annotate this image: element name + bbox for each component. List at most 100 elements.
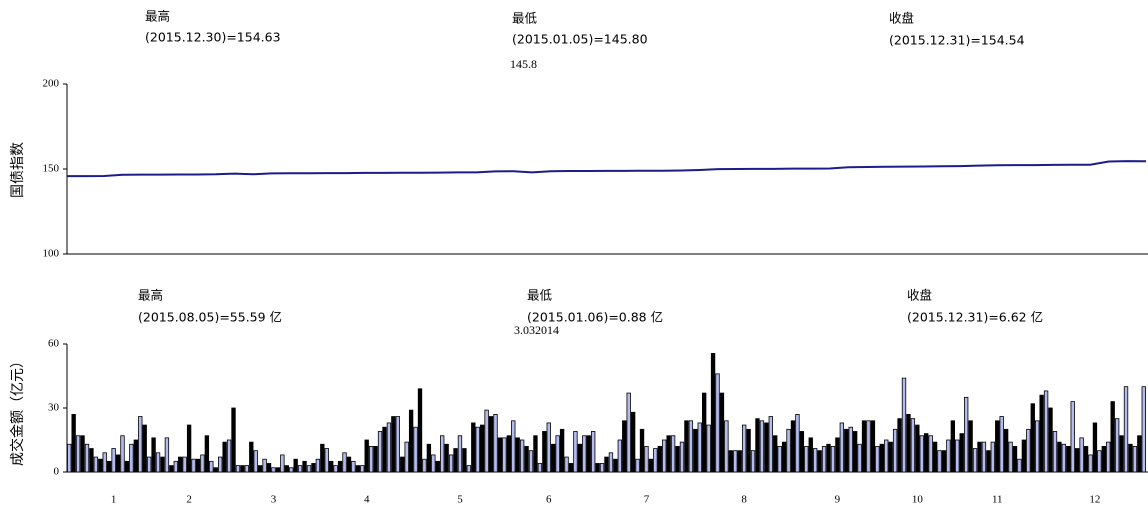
bar xyxy=(622,420,627,473)
bar xyxy=(986,450,991,473)
bar xyxy=(395,416,400,473)
bar xyxy=(89,448,94,473)
bar xyxy=(559,428,565,473)
bar xyxy=(1026,428,1031,473)
bar xyxy=(542,431,547,473)
bar xyxy=(599,463,605,473)
bar xyxy=(368,445,374,473)
bar xyxy=(1128,443,1133,473)
bar xyxy=(724,420,729,473)
bar xyxy=(253,450,258,473)
bar xyxy=(493,413,498,473)
y-tick-label: 30 xyxy=(48,402,60,414)
bar xyxy=(684,420,689,473)
bar xyxy=(586,435,591,473)
bar xyxy=(160,456,165,473)
bar xyxy=(440,435,445,473)
bar xyxy=(360,465,365,473)
bar xyxy=(475,426,480,473)
bar xyxy=(306,465,312,473)
bar xyxy=(537,463,543,473)
bar xyxy=(626,392,631,473)
bar xyxy=(1061,443,1067,473)
bar xyxy=(515,437,520,473)
bar xyxy=(266,463,272,473)
bar xyxy=(346,456,352,473)
bar xyxy=(670,435,676,473)
bar xyxy=(577,443,583,473)
bar xyxy=(351,460,356,473)
annotation: 最高 xyxy=(138,288,163,303)
bar xyxy=(107,460,112,473)
bar xyxy=(728,450,734,473)
bar xyxy=(1066,445,1071,473)
bar xyxy=(1092,422,1098,473)
bar xyxy=(799,431,805,473)
bar xyxy=(884,439,889,473)
annotation: 收盘 xyxy=(907,288,932,303)
bar xyxy=(235,465,241,473)
bar xyxy=(80,435,85,473)
bar xyxy=(955,439,960,473)
bar xyxy=(102,452,107,473)
bar xyxy=(222,441,227,473)
bar xyxy=(182,456,187,473)
bar xyxy=(315,458,321,473)
bar xyxy=(604,456,609,473)
bar xyxy=(568,463,574,473)
bar xyxy=(1043,390,1049,473)
bar xyxy=(524,445,529,473)
bar xyxy=(1017,458,1022,473)
bar xyxy=(768,416,773,473)
bar xyxy=(1003,428,1009,473)
bar xyxy=(320,443,325,473)
annotation: (2015.08.05)=55.59 亿 xyxy=(138,310,282,325)
bar xyxy=(639,428,645,473)
annotation: (2015.01.06)=0.88 亿 xyxy=(527,310,663,325)
bar xyxy=(595,463,600,473)
x-tick-label: 3 xyxy=(271,494,277,506)
bar xyxy=(715,373,720,473)
bar xyxy=(990,441,995,473)
bar xyxy=(657,445,662,473)
bar xyxy=(497,437,503,473)
bar xyxy=(195,458,201,473)
bar xyxy=(915,424,920,473)
bar xyxy=(932,441,938,473)
bar xyxy=(937,450,942,473)
bar xyxy=(1039,394,1044,473)
bar xyxy=(155,452,161,473)
bar xyxy=(1008,441,1013,473)
bar xyxy=(324,448,329,473)
bar xyxy=(337,460,343,473)
bar xyxy=(688,420,694,473)
bar xyxy=(1052,431,1058,473)
bar xyxy=(71,413,76,473)
bar xyxy=(431,454,436,473)
bar xyxy=(173,460,178,473)
bar xyxy=(879,443,884,473)
bar xyxy=(821,445,827,473)
bar xyxy=(382,426,387,473)
bar xyxy=(502,437,507,473)
bar xyxy=(835,437,840,473)
bar xyxy=(928,435,933,473)
bar xyxy=(755,418,760,473)
annotation: (2015.12.30)=154.63 xyxy=(145,30,281,45)
bar xyxy=(115,454,121,473)
bar xyxy=(1119,435,1124,473)
bar xyxy=(218,456,223,473)
bar xyxy=(400,456,405,473)
bar xyxy=(741,424,747,473)
bar xyxy=(373,445,378,473)
x-tick-label: 6 xyxy=(546,494,552,506)
bar xyxy=(1137,435,1142,473)
bar xyxy=(808,437,813,473)
bar xyxy=(533,435,538,473)
bar xyxy=(164,437,170,473)
bar xyxy=(408,409,414,473)
bar xyxy=(675,445,680,473)
bar xyxy=(479,424,485,473)
x-tick-label: 7 xyxy=(644,494,650,506)
